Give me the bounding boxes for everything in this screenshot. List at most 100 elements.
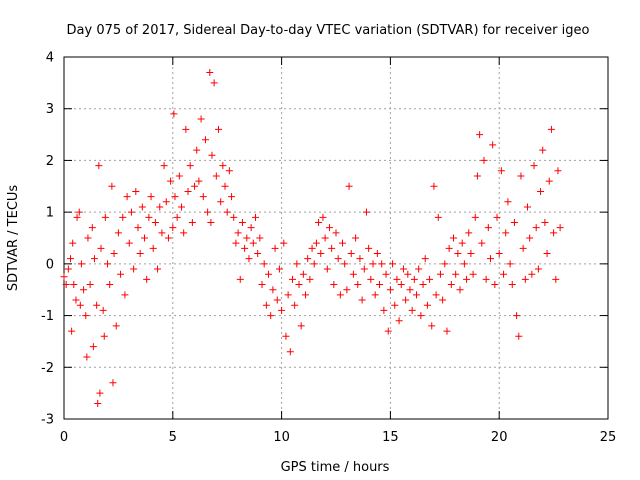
data-point	[154, 265, 162, 273]
data-point	[519, 244, 527, 252]
data-point	[393, 275, 401, 283]
data-point	[532, 224, 540, 232]
data-point	[247, 224, 255, 232]
data-point	[330, 281, 338, 289]
y-tick-label: -1	[41, 309, 54, 324]
data-point	[439, 296, 447, 304]
y-axis-label: SDTVAR / TECUs	[6, 185, 21, 292]
data-point	[428, 322, 436, 330]
data-point	[339, 239, 347, 247]
data-point	[72, 296, 80, 304]
data-point	[380, 306, 388, 314]
data-point	[550, 229, 558, 237]
data-point	[486, 255, 494, 263]
data-point	[460, 260, 468, 268]
data-point	[480, 156, 488, 164]
data-point	[225, 167, 233, 175]
data-point	[352, 234, 360, 242]
data-point	[288, 275, 296, 283]
data-point	[315, 218, 323, 226]
data-point	[83, 353, 91, 361]
data-point	[382, 270, 390, 278]
data-point	[517, 172, 525, 180]
data-point	[336, 291, 344, 299]
data-point	[334, 255, 342, 263]
data-point	[80, 286, 88, 294]
data-point	[265, 270, 273, 278]
data-point	[360, 265, 368, 273]
data-point	[530, 162, 538, 170]
data-point	[256, 234, 264, 242]
data-point	[345, 182, 353, 190]
data-point	[523, 203, 531, 211]
data-point	[349, 270, 357, 278]
data-point	[201, 136, 209, 144]
data-point	[506, 260, 514, 268]
data-point	[325, 224, 333, 232]
data-point	[508, 281, 516, 289]
data-point	[109, 379, 117, 387]
data-point	[221, 182, 229, 190]
data-point	[143, 275, 151, 283]
data-point	[543, 250, 551, 258]
data-point	[371, 291, 379, 299]
data-point	[173, 213, 181, 221]
data-point	[171, 193, 179, 201]
data-point	[112, 322, 120, 330]
data-point	[373, 250, 381, 258]
data-point	[545, 177, 553, 185]
data-point	[365, 244, 373, 252]
data-point	[160, 162, 168, 170]
data-point	[156, 203, 164, 211]
data-point	[454, 250, 462, 258]
data-point	[95, 162, 103, 170]
data-point	[369, 260, 377, 268]
data-point	[552, 275, 560, 283]
data-point	[467, 250, 475, 258]
data-point	[452, 270, 460, 278]
data-point	[434, 213, 442, 221]
data-point	[484, 224, 492, 232]
data-point	[291, 301, 299, 309]
data-point	[302, 291, 310, 299]
data-point	[70, 281, 78, 289]
data-point	[432, 291, 440, 299]
data-point	[64, 265, 72, 273]
data-point	[297, 322, 305, 330]
data-point	[465, 229, 473, 237]
data-point	[304, 255, 312, 263]
data-point	[188, 218, 196, 226]
data-point	[151, 218, 159, 226]
data-point	[99, 306, 107, 314]
data-point	[547, 125, 555, 133]
data-point	[402, 296, 410, 304]
data-point	[110, 250, 118, 258]
data-point	[217, 198, 225, 206]
data-point	[262, 301, 270, 309]
data-point	[69, 239, 77, 247]
data-point	[534, 265, 542, 273]
data-point	[191, 182, 199, 190]
data-point	[306, 275, 314, 283]
data-point	[254, 250, 262, 258]
data-point	[419, 281, 427, 289]
data-point	[170, 110, 178, 118]
x-tick-label: 0	[60, 430, 68, 445]
data-point	[378, 260, 386, 268]
data-point	[367, 275, 375, 283]
data-point	[214, 125, 222, 133]
data-point	[228, 193, 236, 201]
data-point	[212, 172, 220, 180]
data-point	[397, 281, 405, 289]
grid-lines	[64, 57, 608, 419]
data-point	[104, 260, 112, 268]
data-point	[68, 327, 76, 335]
data-point	[180, 229, 188, 237]
data-point	[89, 343, 97, 351]
data-point	[526, 234, 534, 242]
data-point	[175, 172, 183, 180]
data-point	[554, 167, 562, 175]
data-point	[495, 250, 503, 258]
data-point	[426, 275, 434, 283]
data-point	[149, 244, 157, 252]
